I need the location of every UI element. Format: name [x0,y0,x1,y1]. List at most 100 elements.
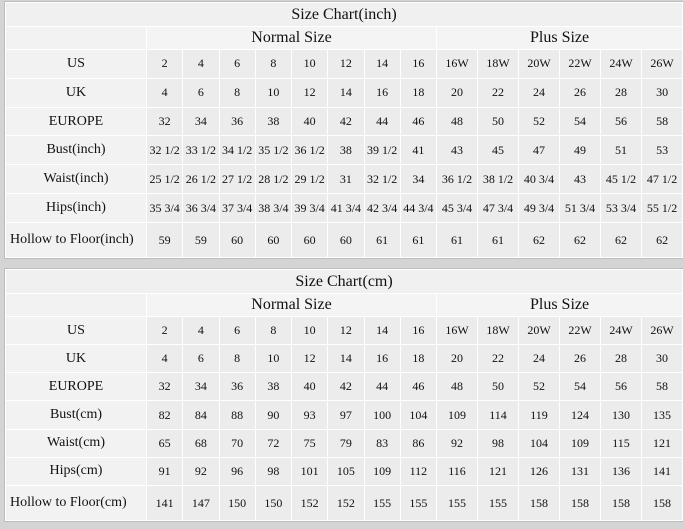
table-cell: 104 [518,428,560,458]
table-cell: 152 [327,485,365,521]
table-cell: 45 1/2 [600,164,642,195]
table-cell: 109 [363,456,401,487]
title-row: Size Chart(cm) [4,269,684,294]
table-cell: 126 [518,456,560,487]
table-cell: 104 [399,400,438,430]
table-cell: 60 [218,222,256,258]
size-table: Size Chart(cm) Normal Size Plus Size US 2 4 6 8… [4,269,684,521]
table-cell: 52 [518,372,560,402]
row-label: EUROPE [5,372,147,402]
group-header-plus: Plus Size [435,293,684,317]
table-cell: 158 [559,485,601,521]
table-cell: 26 1/2 [182,164,220,195]
row-label: UK [5,344,147,374]
table-cell: 6 [182,344,220,374]
table-cell: 55 1/2 [640,193,684,223]
table-cell: 33 1/2 [182,135,220,166]
table-cell: 88 [218,400,256,430]
table-cell: 38 [327,135,365,166]
table-cell: 82 [145,400,184,430]
table-cell: 6 [218,315,256,346]
table-cell: 141 [145,485,184,521]
table-cell: 12 [290,344,329,374]
table-cell: 43 [559,164,601,195]
table-cell: 50 [477,372,519,402]
table-cell: 38 1/2 [477,164,519,195]
table-cell: 91 [145,456,184,487]
table-cell: 47 1/2 [640,164,684,195]
table-cell: 116 [436,456,478,487]
table-cell: 109 [436,400,478,430]
table-cell: 34 [182,372,220,402]
row-label: UK [5,77,147,108]
table-cell: 83 [363,428,401,458]
table-cell: 59 [145,222,184,258]
table-cell: 42 [327,372,365,402]
table-cell: 65 [145,428,184,458]
table-cell: 4 [182,49,220,79]
table-cell: 20 [436,77,478,108]
table-cell: 18 [399,77,438,108]
table-cell: 61 [477,222,519,258]
table-cell: 44 [363,372,401,402]
table-cell: 60 [290,222,329,258]
group-header-row: Normal Size Plus Size [5,293,684,317]
table-cell: 158 [600,485,642,521]
table-cell: 44 [363,106,401,137]
table-cell: 36 3/4 [182,193,220,223]
table-cell: 61 [363,222,401,258]
table-cell: 97 [327,400,365,430]
row-label: EUROPE [5,106,147,137]
table-cell: 150 [254,485,293,521]
table-cell: 47 3/4 [477,193,519,223]
size-chart-inch: Size Chart(inch) Normal Size Plus Size US 2 4… [4,1,684,259]
group-header-normal: Normal Size [146,26,437,50]
table-cell: 152 [290,485,329,521]
table-cell: 135 [640,400,684,430]
table-cell: 6 [218,49,256,79]
table-cell: 59 [182,222,220,258]
table-cell: 26 [559,344,601,374]
group-header-normal: Normal Size [146,293,437,317]
table-cell: 47 [518,135,560,166]
table-cell: 40 [290,106,329,137]
table-row: Hollow to Floor(cm) 141 147 150 150 152 152 155… [5,485,684,521]
row-label: US [5,315,147,346]
table-row: Bust(cm) 82 84 88 90 93 97 100 104 109 114 119 124 13… [5,400,684,430]
table-cell: 61 [399,222,438,258]
table-cell: 45 3/4 [436,193,478,223]
table-cell: 155 [477,485,519,521]
table-cell: 68 [182,428,220,458]
row-label: Hips(cm) [5,456,147,487]
table-cell: 60 [327,222,365,258]
table-cell: 121 [640,428,684,458]
row-label: Bust(cm) [5,400,147,430]
table-cell: 26 [559,77,601,108]
table-cell: 2 [145,315,184,346]
table-cell: 36 [218,372,256,402]
table-cell: 46 [399,106,438,137]
table-cell: 98 [477,428,519,458]
table-cell: 14 [363,315,401,346]
title-row: Size Chart(inch) [4,2,684,27]
table-cell: 29 1/2 [290,164,329,195]
table-cell: 49 [559,135,601,166]
table-cell: 28 [600,344,642,374]
table-cell: 43 [436,135,478,166]
table-cell: 44 3/4 [399,193,438,223]
row-label: Bust(inch) [5,135,147,166]
table-cell: 38 3/4 [254,193,293,223]
table-cell: 38 [254,106,293,137]
table-cell: 42 [327,106,365,137]
table-cell: 22 [477,344,519,374]
table-cell: 28 [600,77,642,108]
row-label: Waist(inch) [5,164,147,195]
table-cell: 51 3/4 [559,193,601,223]
table-cell: 155 [399,485,438,521]
table-row: Bust(inch) 32 1/2 33 1/2 34 1/2 35 1/2 36 1/2… [5,135,684,166]
table-cell: 41 [399,135,438,166]
table-cell: 4 [182,315,220,346]
table-cell: 32 1/2 [363,164,401,195]
table-cell: 16W [436,315,478,346]
table-cell: 20W [518,49,560,79]
